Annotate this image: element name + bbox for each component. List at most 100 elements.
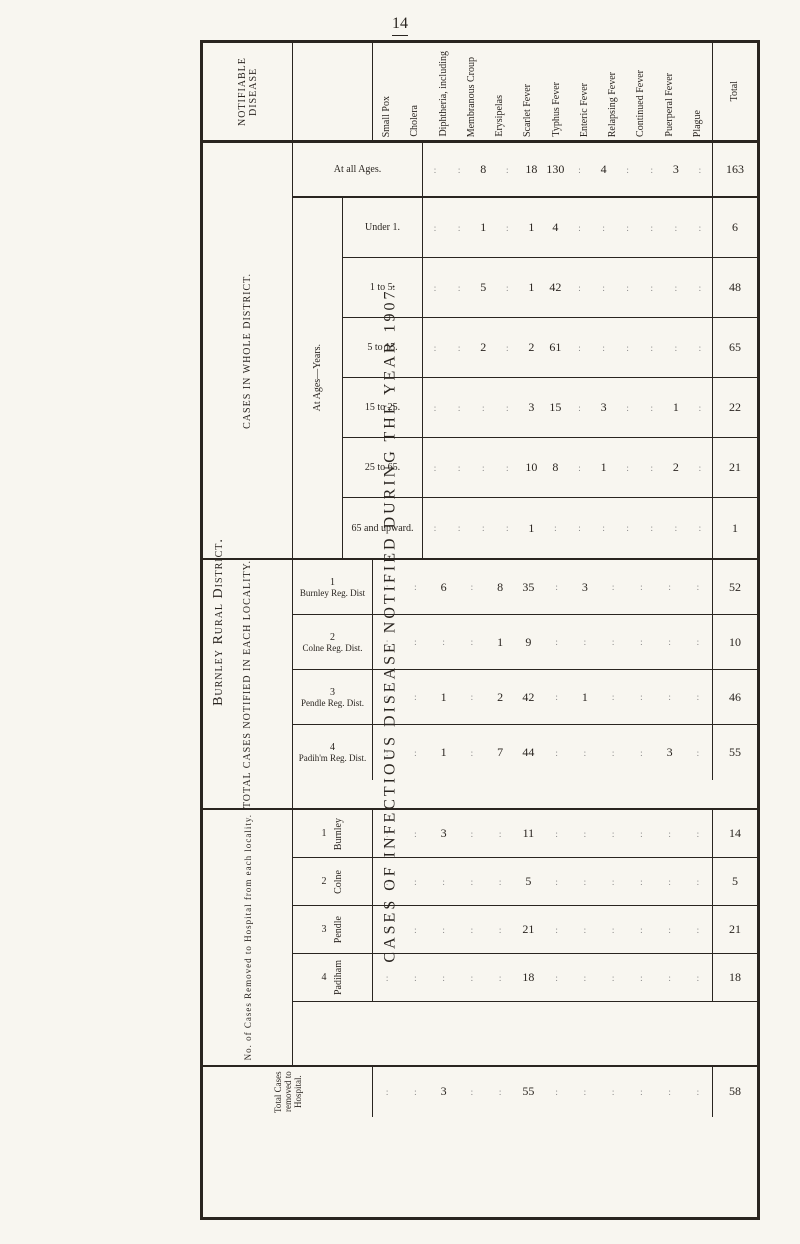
- age-row: 1 to 5.::5:142::::::48: [343, 258, 757, 318]
- age-label: 25 to 65.: [343, 438, 423, 497]
- hospital-section: No. of Cases Removed to Hospital from ea…: [203, 810, 757, 1066]
- locality-label: TOTAL CASES NOTIFIED IN EACH LOCALITY.: [203, 560, 293, 808]
- data-cell: :: [592, 198, 616, 257]
- data-cell: :: [423, 378, 447, 437]
- data-cell: 1: [519, 498, 543, 558]
- data-cell: 55: [514, 1067, 542, 1117]
- disease-name: Small Pox: [381, 96, 393, 137]
- data-cell: :: [684, 906, 712, 953]
- data-cell: :: [495, 318, 519, 377]
- hospital-num: 3: [322, 924, 327, 935]
- age-label: 15 to 25.: [343, 378, 423, 437]
- data-cell: :: [423, 198, 447, 257]
- hospital-row: 1Burnley::3::11::::::14: [293, 810, 757, 858]
- data-cell: :: [616, 258, 640, 317]
- data-cell: :: [447, 498, 471, 558]
- data-cell: :: [447, 258, 471, 317]
- data-cell: :: [373, 858, 401, 905]
- hospital-name: Burnley: [333, 818, 344, 850]
- data-cell: :: [599, 615, 627, 669]
- data-cell: :: [458, 858, 486, 905]
- data-cell: :: [458, 615, 486, 669]
- data-cell: :: [616, 198, 640, 257]
- data-cell: :: [401, 1067, 429, 1117]
- data-cell: :: [495, 143, 519, 196]
- locality-row: 4Padih'm Reg. Dist.::1:744::::3:55: [293, 725, 757, 780]
- data-cell: :: [373, 906, 401, 953]
- hospital-total-row: Total Cases removed to Hospital. ::3::55…: [203, 1067, 757, 1117]
- hospital-label: No. of Cases Removed to Hospital from ea…: [203, 810, 293, 1064]
- data-cell: :: [458, 670, 486, 724]
- data-cell: :: [373, 725, 401, 780]
- disease-item: Continued Fever: [627, 46, 655, 137]
- data-cell: 8: [486, 560, 514, 614]
- hospital-num: 4: [322, 972, 327, 983]
- at-all-ages-data: ::8:18130:4::3:: [423, 143, 712, 196]
- data-cell: :: [495, 498, 519, 558]
- data-cell: :: [592, 318, 616, 377]
- data-cell: :: [640, 143, 664, 196]
- data-cell: :: [486, 810, 514, 857]
- age-label: 5 to 15.: [343, 318, 423, 377]
- data-cell: :: [599, 810, 627, 857]
- data-cell: :: [571, 615, 599, 669]
- data-cell: :: [627, 615, 655, 669]
- data-area: ::6:835:3::::: [373, 560, 712, 614]
- data-cell: :: [471, 498, 495, 558]
- data-cell: 4: [543, 198, 567, 257]
- data-cell: 3: [592, 378, 616, 437]
- data-cell: :: [571, 810, 599, 857]
- hospital-total-text: Total Cases removed to Hospital.: [273, 1067, 303, 1117]
- data-cell: 2: [471, 318, 495, 377]
- data-cell: :: [571, 725, 599, 780]
- data-cell: 1: [519, 198, 543, 257]
- data-cell: :: [640, 258, 664, 317]
- data-cell: :: [599, 858, 627, 905]
- disease-item: Cholera: [401, 46, 429, 137]
- data-cell: :: [640, 498, 664, 558]
- data-cell: 6: [430, 560, 458, 614]
- data-cell: :: [616, 438, 640, 497]
- data-cell: :: [447, 378, 471, 437]
- data-cell: :: [486, 906, 514, 953]
- data-cell: :: [640, 318, 664, 377]
- disease-header-row: NOTIFIABLE DISEASE Small PoxCholeraDipht…: [203, 43, 757, 143]
- data-cell: :: [656, 858, 684, 905]
- disease-name: Scarlet Fever: [522, 84, 534, 137]
- locality-total: 55: [712, 725, 757, 780]
- data-cell: :: [543, 858, 571, 905]
- locality-text: TOTAL CASES NOTIFIED IN EACH LOCALITY.: [242, 560, 253, 808]
- age-row: 5 to 15.::2:261::::::65: [343, 318, 757, 378]
- data-cell: 2: [664, 438, 688, 497]
- whole-district-section: CASES IN WHOLE DISTRICT. At all Ages. ::…: [203, 143, 757, 560]
- hospital-sublabel: 4Padiham: [293, 954, 373, 1001]
- data-cell: :: [688, 258, 712, 317]
- data-cell: :: [592, 258, 616, 317]
- data-cell: :: [430, 615, 458, 669]
- data-cell: 3: [571, 560, 599, 614]
- age-row: 15 to 25.::::315:3::1:22: [343, 378, 757, 438]
- disease-name: Membranous Croup: [466, 57, 478, 137]
- at-ages-label: At Ages—Years.: [293, 198, 343, 558]
- data-cell: :: [486, 954, 514, 1001]
- data-cell: :: [430, 858, 458, 905]
- data-area: :::::5::::::: [373, 858, 712, 905]
- hospital-rows: 1Burnley::3::11::::::142Colne:::::5:::::…: [293, 810, 757, 1064]
- data-cell: :: [571, 906, 599, 953]
- data-area: ::::1:::::::: [423, 498, 712, 558]
- locality-rows: 1Burnley Reg. Dist::6:835:3::::522Colne …: [293, 560, 757, 808]
- hospital-name: Pendle: [333, 916, 344, 943]
- data-cell: 1: [471, 198, 495, 257]
- data-cell: :: [543, 1067, 571, 1117]
- data-cell: 1: [430, 725, 458, 780]
- data-cell: 7: [486, 725, 514, 780]
- data-cell: :: [627, 954, 655, 1001]
- data-cell: :: [401, 954, 429, 1001]
- data-cell: :: [543, 954, 571, 1001]
- disease-name: Enteric Fever: [579, 83, 591, 137]
- data-cell: 4: [592, 143, 616, 196]
- data-cell: :: [684, 615, 712, 669]
- locality-row: 2Colne Reg. Dist.::::19::::::10: [293, 615, 757, 670]
- disease-item: Scarlet Fever: [514, 46, 542, 137]
- disease-item: Puerperal Fever: [656, 46, 684, 137]
